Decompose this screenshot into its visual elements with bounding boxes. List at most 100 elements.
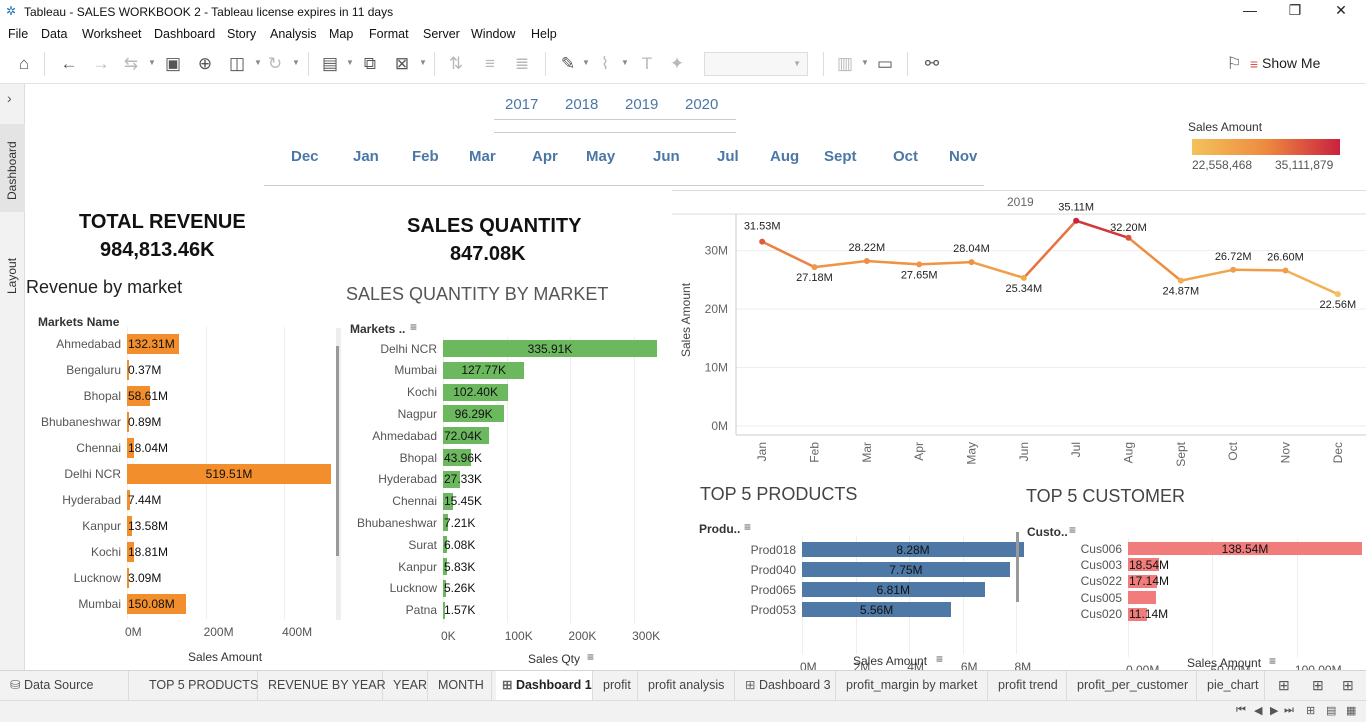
share-icon[interactable]: ⚯ — [924, 54, 940, 73]
sheet-tab[interactable]: ⊞ Dashboard 3 — [739, 671, 836, 700]
sheet-tab[interactable]: REVENUE BY YEAR — [262, 671, 386, 700]
month-filter-sept[interactable]: Sept — [824, 148, 857, 165]
last-sheet-icon[interactable]: ⏭ — [1284, 704, 1294, 716]
sheet-tab[interactable]: YEAR — [387, 671, 428, 700]
save-icon[interactable]: ▣ — [164, 54, 182, 73]
sort-ascending-icon[interactable]: ≡ — [485, 54, 495, 73]
presentation-mode-icon[interactable]: ▭ — [876, 54, 894, 73]
sheet-sorter-icon[interactable]: ⊞ — [1306, 705, 1316, 717]
bar — [1128, 607, 1147, 621]
qty-market-header: Markets .. — [350, 322, 406, 336]
sheet-tab[interactable]: profit trend — [992, 671, 1067, 700]
sheet-tab[interactable]: profit_margin by market — [840, 671, 988, 700]
data-label: 15.45K — [444, 494, 483, 509]
sheet-tab[interactable]: profit — [597, 671, 638, 700]
attach-icon[interactable]: ⌇ — [600, 54, 610, 73]
sort-descending-icon[interactable]: ≣ — [514, 54, 530, 73]
sheet-tab[interactable]: pie_chart — [1201, 671, 1265, 700]
fit-dropdown[interactable]: ▼ — [704, 52, 808, 76]
year-filter-2020[interactable]: 2020 — [685, 96, 719, 113]
sort-icon[interactable]: ≡ — [936, 652, 944, 666]
highlight-icon[interactable]: ✎ — [560, 54, 576, 73]
close-icon[interactable]: ✕ — [1335, 2, 1347, 18]
duplicate-icon[interactable]: ⧉ — [363, 54, 377, 73]
tabs-view-icon[interactable]: ▦ — [1346, 705, 1357, 717]
new-dashboard-tab-icon[interactable]: ⊞ — [1312, 677, 1324, 693]
year-filter-2018[interactable]: 2018 — [565, 96, 599, 113]
undo-icon[interactable]: ← — [60, 54, 78, 73]
menu-help[interactable]: Help — [531, 27, 557, 41]
bar — [127, 464, 332, 484]
status-bar: ⏮ ◀ ▶ ⏭ ⊞ ▤ ▦ — [0, 700, 1366, 722]
redo-icon[interactable]: → — [92, 54, 110, 73]
menu-worksheet[interactable]: Worksheet — [82, 27, 142, 41]
month-filter-jan[interactable]: Jan — [353, 148, 379, 165]
sidebar-tab-layout[interactable]: Layout — [0, 234, 25, 304]
show-me-button[interactable]: Show Me — [1262, 55, 1321, 71]
sort-icon[interactable]: ≡ — [1069, 523, 1077, 537]
data-label: 7.44M — [128, 493, 162, 507]
sort-icon[interactable]: ≡ — [744, 520, 752, 534]
replace-data-icon[interactable]: ⇆ — [123, 54, 139, 73]
label-icon[interactable]: T — [641, 54, 653, 73]
menu-map[interactable]: Map — [329, 27, 354, 41]
sort-icon[interactable]: ≡ — [410, 320, 418, 334]
year-filter-2017[interactable]: 2017 — [505, 96, 539, 113]
next-sheet-icon[interactable]: ▶ — [1270, 705, 1279, 717]
expand-chevron-icon[interactable]: › — [7, 90, 12, 106]
film-strip-icon[interactable]: ▤ — [1326, 705, 1337, 717]
menu-format[interactable]: Format — [369, 27, 409, 41]
show-cards-icon[interactable]: ▥ — [836, 54, 854, 73]
month-filter-aug[interactable]: Aug — [770, 148, 800, 165]
category-label: Delhi NCR — [64, 467, 121, 481]
format-painter-icon[interactable]: ⚐ — [1226, 54, 1242, 73]
sheet-tab[interactable]: profit_per_customer — [1071, 671, 1197, 700]
month-filter-feb[interactable]: Feb — [412, 148, 439, 165]
menu-file[interactable]: File — [8, 27, 29, 41]
category-label: Kochi — [90, 545, 121, 559]
menu-analysis[interactable]: Analysis — [270, 27, 317, 41]
menu-data[interactable]: Data — [41, 27, 68, 41]
menu-dashboard[interactable]: Dashboard — [154, 27, 216, 41]
sheet-tab[interactable]: ⊞ Dashboard 1 — [496, 671, 593, 700]
swap-icon[interactable]: ⇅ — [448, 54, 464, 73]
clear-sheet-icon[interactable]: ⊠ — [394, 54, 410, 73]
sort-icon[interactable]: ≡ — [587, 650, 595, 664]
month-filter-may[interactable]: May — [586, 148, 616, 165]
home-icon[interactable]: ⌂ — [18, 54, 30, 73]
category-label: Chennai — [392, 494, 437, 509]
products-scrollbar[interactable] — [1016, 532, 1019, 602]
month-filter-dec[interactable]: Dec — [291, 148, 319, 165]
bar — [127, 568, 129, 588]
first-sheet-icon[interactable]: ⏮ — [1236, 704, 1246, 716]
sheet-tab[interactable]: profit analysis — [642, 671, 735, 700]
new-worksheet-tab-icon[interactable]: ⊞ — [1278, 677, 1290, 693]
data-label: 22.56M — [1319, 299, 1356, 311]
sheet-tab[interactable]: ⛁ Data Source — [4, 671, 129, 700]
pause-updates-icon[interactable]: ◫ — [228, 54, 246, 73]
month-filter-jul[interactable]: Jul — [717, 148, 739, 165]
menu-window[interactable]: Window — [471, 27, 516, 41]
new-worksheet-icon[interactable]: ▤ — [321, 54, 339, 73]
month-filter-mar[interactable]: Mar — [469, 148, 496, 165]
maximize-icon[interactable]: ❐ — [1288, 2, 1302, 18]
sheet-tab[interactable]: TOP 5 PRODUCTS — [143, 671, 258, 700]
month-filter-nov[interactable]: Nov — [949, 148, 978, 165]
month-filter-apr[interactable]: Apr — [532, 148, 558, 165]
prev-sheet-icon[interactable]: ◀ — [1254, 705, 1263, 717]
new-data-source-icon[interactable]: ⊕ — [197, 54, 213, 73]
sheet-tab[interactable]: MONTH — [432, 671, 492, 700]
pin-icon[interactable]: ✦ — [669, 54, 685, 73]
year-filter-2019[interactable]: 2019 — [625, 96, 659, 113]
minimize-icon[interactable]: — — [1243, 2, 1257, 18]
sidebar-tab-dashboard[interactable]: Dashboard — [0, 124, 25, 212]
new-story-tab-icon[interactable]: ⊞ — [1342, 677, 1354, 693]
menu-server[interactable]: Server — [423, 27, 460, 41]
revenue-scrollbar[interactable] — [336, 346, 339, 556]
show-me-icon[interactable]: ≡ — [1249, 56, 1259, 72]
sort-icon[interactable]: ≡ — [1269, 654, 1277, 668]
menu-story[interactable]: Story — [227, 27, 257, 41]
month-filter-oct[interactable]: Oct — [893, 148, 919, 165]
refresh-icon[interactable]: ↻ — [267, 54, 283, 73]
month-filter-jun[interactable]: Jun — [653, 148, 680, 165]
